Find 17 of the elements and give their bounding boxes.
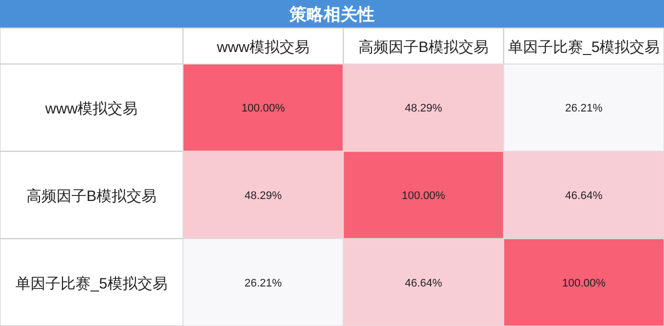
data-label: 48.29%	[404, 102, 442, 115]
title-bar: 策略相关性	[0, 0, 664, 28]
data-label: 46.64%	[404, 277, 442, 290]
data-label: 46.64%	[565, 190, 603, 202]
chart-title: 策略相关性	[288, 5, 374, 24]
x-tick-label: www模拟交易	[216, 39, 310, 56]
y-tick-label: www模拟交易	[44, 100, 138, 118]
y-tick-label: 高频因子B模拟交易	[26, 188, 157, 205]
data-label: 48.29%	[244, 190, 282, 202]
data-label: 100.00%	[562, 277, 606, 290]
x-tick-label: 高频因子B模拟交易	[358, 39, 489, 56]
data-label: 26.21%	[244, 277, 282, 290]
data-label: 100.00%	[241, 102, 286, 115]
data-label: 100.00%	[402, 190, 446, 202]
y-tick-label: 单因子比赛_5模拟交易	[16, 275, 168, 292]
data-label: 26.21%	[565, 102, 603, 115]
x-tick-label: 单因子比赛_5模拟交易	[508, 39, 660, 56]
